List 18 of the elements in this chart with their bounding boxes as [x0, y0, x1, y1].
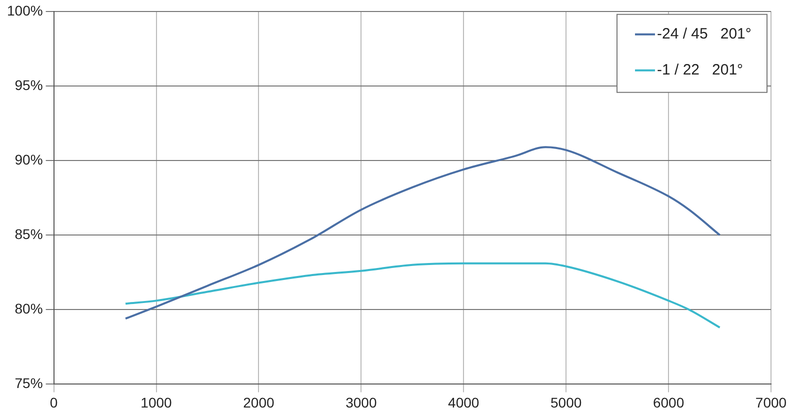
y-tick-label: 100%: [6, 2, 43, 18]
y-tick-label: 75%: [14, 375, 43, 392]
y-tick-label: 85%: [14, 226, 43, 242]
x-tick-label: 4000: [448, 394, 480, 410]
x-tick-label: 1000: [140, 394, 172, 410]
x-tick-label: 5000: [550, 394, 582, 410]
legend-label: -24 / 45 201°: [657, 26, 752, 43]
x-tick-label: 0: [50, 394, 58, 410]
x-tick-label: 3000: [346, 394, 377, 410]
y-tick-label: 80%: [14, 300, 43, 316]
line-series: [124, 262, 721, 329]
x-tick-label: 6000: [652, 394, 684, 410]
legend-label: -1 / 22 201°: [657, 62, 744, 79]
x-tick-label: 2000: [243, 394, 274, 410]
line-series: [124, 146, 721, 320]
x-tick-label: 7000: [755, 394, 787, 410]
y-tick-label: 95%: [14, 76, 43, 93]
y-tick-label: 90%: [14, 151, 43, 168]
